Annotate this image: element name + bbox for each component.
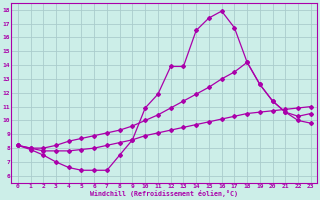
X-axis label: Windchill (Refroidissement éolien,°C): Windchill (Refroidissement éolien,°C): [90, 190, 238, 197]
